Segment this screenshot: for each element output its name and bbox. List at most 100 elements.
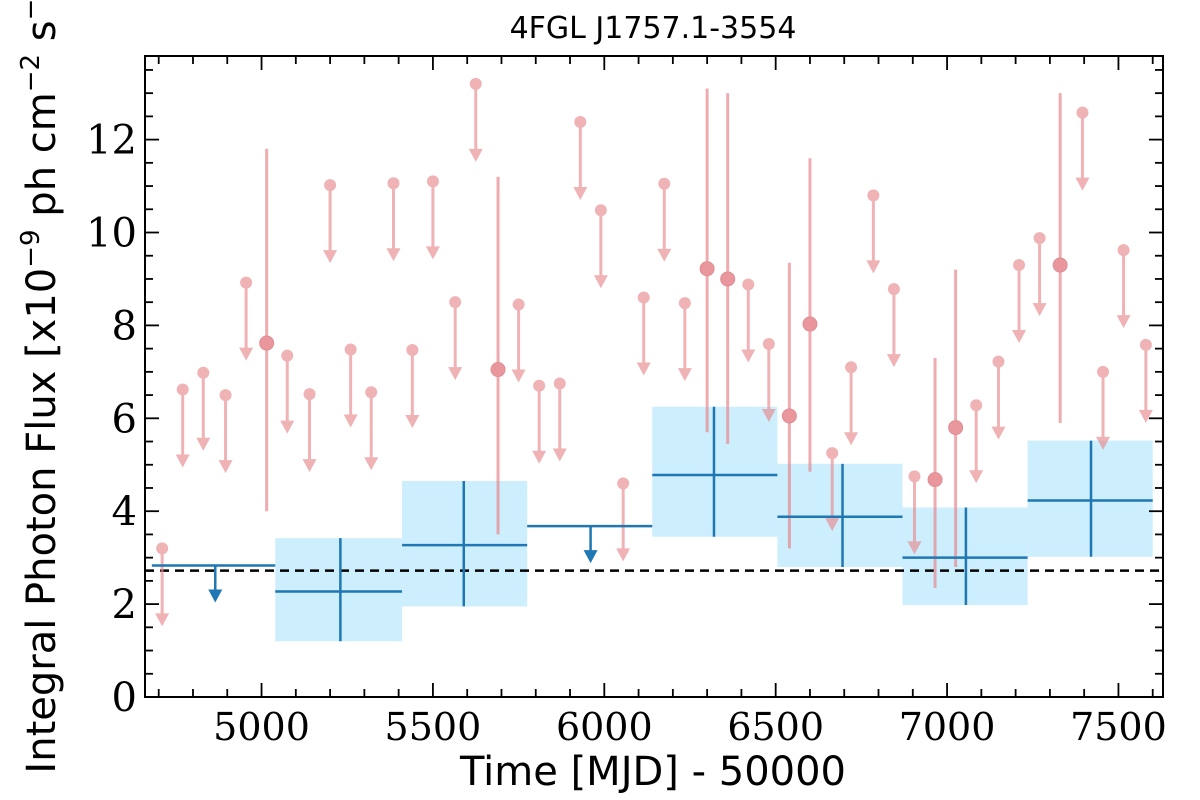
upper-limit-marker — [594, 204, 607, 217]
upper-limit-marker — [240, 276, 253, 289]
detection-marker — [720, 271, 736, 287]
long-bin-detection — [402, 481, 528, 607]
upper-limit-arrow-head — [218, 460, 233, 474]
upper-limit-marker — [1076, 106, 1089, 119]
upper-limit-arrow-head — [196, 437, 211, 451]
y-tick-label: 12 — [86, 118, 137, 164]
upper-limit-arrow-head — [511, 369, 526, 383]
short-bin-upper-limit — [239, 276, 254, 361]
short-bin-upper-limit — [1032, 232, 1047, 317]
y-tick-label: 10 — [86, 211, 137, 257]
upper-limit-marker — [1013, 259, 1026, 272]
upper-limit-marker — [1117, 244, 1130, 257]
short-bin-upper-limit — [761, 337, 776, 422]
upper-limit-marker — [406, 344, 419, 357]
short-bin-upper-limit — [425, 175, 440, 260]
upper-limit-marker — [449, 296, 462, 309]
y-tick-label: 6 — [112, 396, 137, 442]
upper-limit-marker — [908, 470, 921, 483]
upper-limit-marker — [887, 283, 900, 296]
short-bin-upper-limit — [1096, 365, 1111, 450]
detection-marker — [802, 316, 818, 332]
upper-limit-marker — [826, 447, 839, 460]
upper-limit-arrow-head — [468, 148, 483, 162]
upper-limit-arrow-head — [175, 454, 190, 468]
long-bin-upper-limit — [151, 564, 276, 603]
short-bin-upper-limit — [405, 344, 420, 429]
short-bin-upper-limit — [866, 189, 881, 274]
short-bin-upper-limit — [155, 542, 170, 627]
x-axis-label: Time [MJD] - 50000 — [459, 749, 846, 795]
plot-area — [145, 77, 1163, 642]
long-bin-upper-limit — [527, 524, 653, 564]
upper-limit-arrow-head — [907, 541, 922, 555]
upper-limit-arrow-head — [239, 347, 254, 361]
upper-limit-marker — [219, 389, 232, 402]
short-bin-upper-limit — [468, 77, 483, 162]
short-bin-detection — [927, 357, 943, 588]
short-bin-upper-limit — [991, 355, 1006, 440]
upper-limit-arrow-head — [1138, 409, 1153, 423]
upper-limit-marker — [658, 177, 671, 190]
long-bin-detection — [652, 406, 778, 537]
short-bin-detection — [948, 269, 964, 567]
x-tick-label: 7500 — [1070, 705, 1167, 749]
short-bin-upper-limit — [636, 291, 651, 376]
y-tick-label: 0 — [112, 675, 137, 721]
short-bin-upper-limit — [302, 388, 317, 473]
short-bin-upper-limit — [1075, 106, 1090, 191]
y-tick-label: 4 — [112, 489, 137, 535]
upper-limit-arrow-head — [386, 248, 401, 262]
short-bin-upper-limit — [657, 177, 672, 262]
x-tick-label: 6500 — [727, 705, 824, 749]
short-bin-detection — [781, 262, 797, 549]
detection-marker — [259, 335, 275, 351]
short-bin-upper-limit — [593, 204, 608, 289]
upper-limit-marker — [574, 115, 587, 128]
short-bin-upper-limit — [1116, 244, 1131, 329]
upper-limit-marker — [970, 399, 983, 412]
short-bin-detection — [1052, 93, 1068, 423]
short-bin-detection — [720, 93, 736, 444]
x-tick-label: 7000 — [899, 705, 996, 749]
long-bin-error-box — [275, 538, 403, 642]
short-bin-upper-limit — [844, 361, 859, 446]
short-bin-upper-limit — [552, 377, 567, 462]
upper-limit-arrow-head — [280, 420, 295, 434]
short-bin-upper-limit — [511, 298, 526, 383]
upper-limit-arrow-head — [866, 260, 881, 274]
long-bin-detection — [275, 538, 403, 642]
upper-limit-arrow-head — [343, 414, 358, 428]
upper-limit-arrow-head — [155, 613, 170, 627]
upper-limit-arrow-head — [1116, 315, 1131, 329]
upper-limit-arrow-head — [886, 354, 901, 368]
upper-limit-marker — [992, 355, 1005, 368]
short-bin-upper-limit — [573, 115, 588, 200]
upper-limit-arrow-head — [761, 408, 776, 422]
upper-limit-marker — [1139, 338, 1152, 351]
upper-limit-arrow-head — [844, 432, 859, 446]
upper-limit-marker — [742, 278, 755, 291]
plot-frame — [144, 55, 1164, 698]
short-bin-upper-limit — [364, 386, 379, 471]
long-bin-detection — [1027, 440, 1153, 557]
upper-limit-arrow-head — [552, 448, 567, 462]
upper-limit-arrow-head — [636, 362, 651, 376]
long-bin-error-box — [777, 463, 903, 567]
upper-limit-marker — [344, 343, 357, 356]
short-bin-upper-limit — [448, 296, 463, 381]
short-bin-upper-limit — [218, 389, 233, 474]
short-bin-detection — [699, 88, 715, 433]
short-bin-upper-limit — [969, 399, 984, 484]
upper-limit-arrow-head — [593, 275, 608, 289]
upper-limit-arrow-head — [573, 186, 588, 200]
short-bin-detection — [490, 176, 506, 535]
short-bin-upper-limit — [1012, 259, 1027, 344]
long-bin-detection — [902, 507, 1028, 606]
detection-marker — [490, 362, 506, 378]
upper-limit-marker — [281, 349, 294, 362]
upper-limit-arrow-head — [364, 457, 379, 471]
upper-limit-marker — [678, 297, 691, 310]
upper-limit-arrow-head — [969, 470, 984, 484]
short-bin-upper-limit — [741, 278, 756, 363]
